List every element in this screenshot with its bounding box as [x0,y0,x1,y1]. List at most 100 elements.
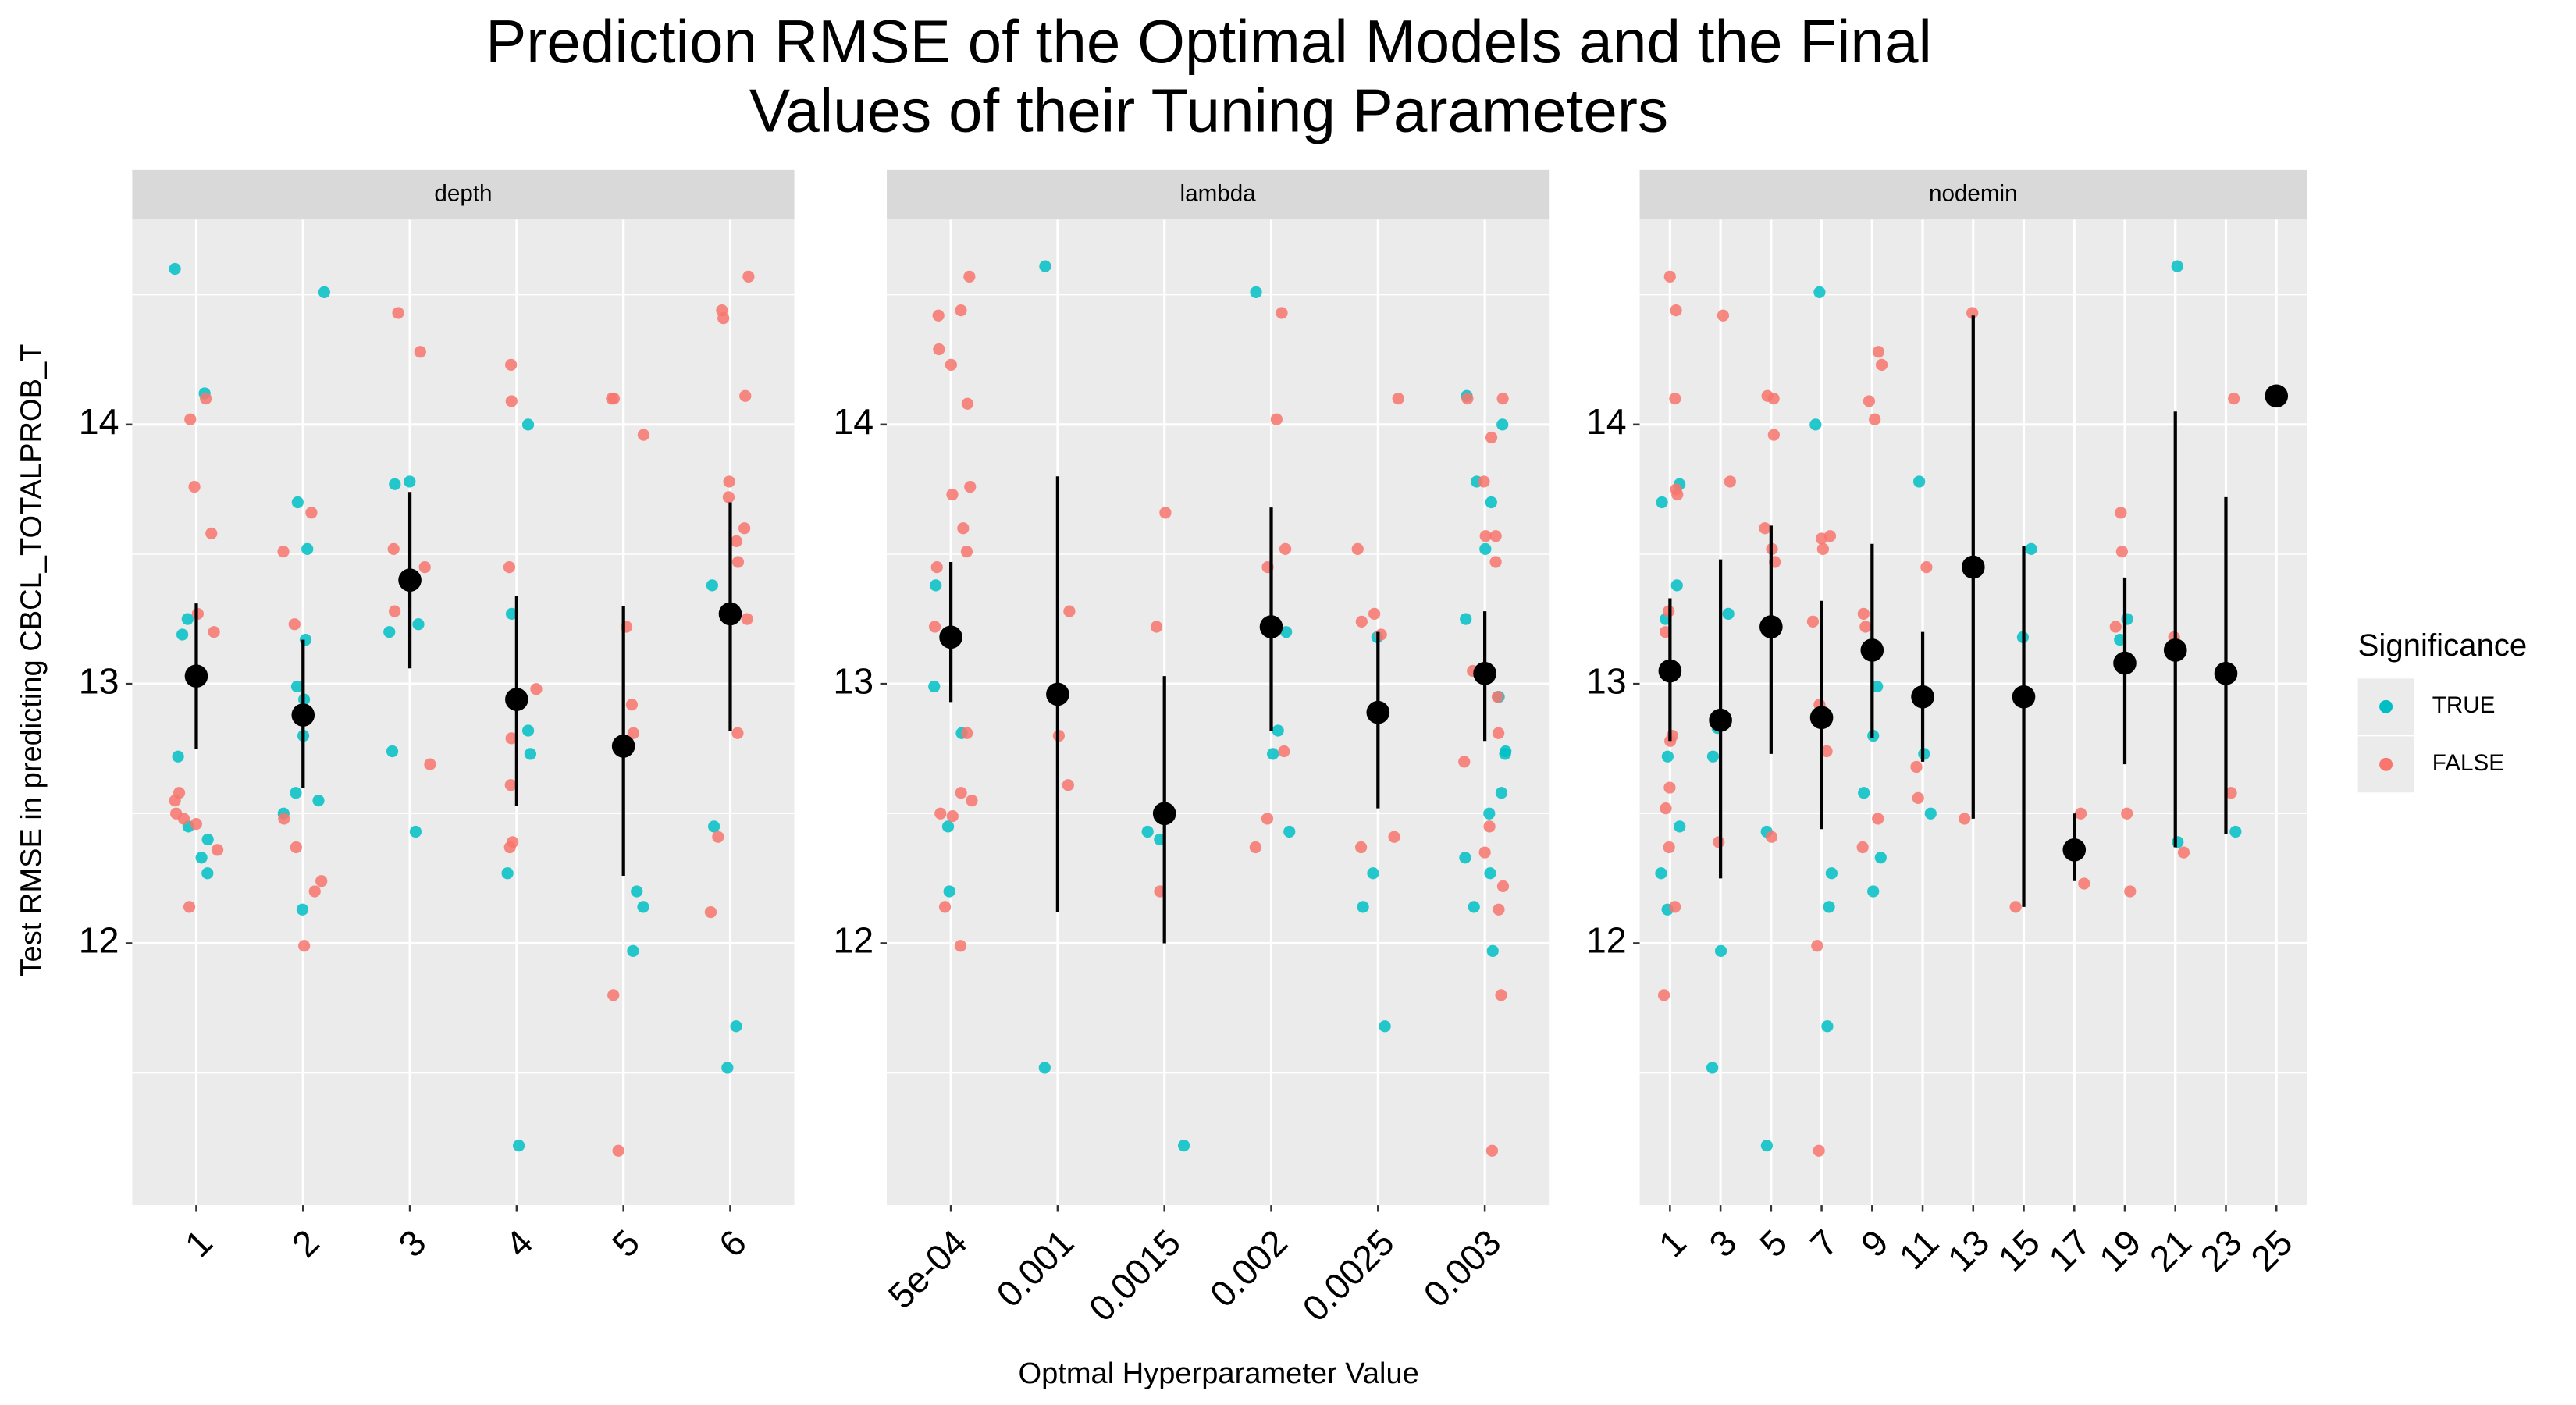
data-point [1367,867,1379,880]
data-point [1706,750,1720,763]
mean-point [184,664,208,688]
data-point [1714,944,1727,958]
data-point [2115,546,2128,558]
data-point [1671,488,1684,501]
data-point [708,820,720,833]
data-point [1270,413,1283,425]
mean-point [1658,659,1682,683]
data-point [1357,901,1369,913]
mean-point [1961,555,1985,579]
data-point [1823,901,1835,913]
strip [1639,169,2307,220]
data-point [1496,392,1509,405]
data-point [1670,579,1683,592]
data-point [717,311,730,325]
data-point [1478,475,1490,488]
data-point [1379,1020,1391,1033]
data-point [1493,727,1505,739]
data-point [2229,825,2242,838]
data-point [1815,532,1828,545]
data-point [738,522,751,535]
data-point [1485,431,1498,444]
data-point [1392,392,1404,405]
data-point [1272,724,1284,737]
legend-label: TRUE [2432,692,2496,718]
data-point [169,795,181,807]
mean-point [939,625,962,649]
data-point [723,475,735,488]
data-point [627,727,640,739]
y-tick-label: 12 [833,920,873,961]
data-point [1825,867,1838,880]
data-point [1039,260,1051,272]
data-point [2114,634,2126,646]
data-point [1368,607,1381,621]
mean-point [1152,802,1176,826]
chart-title: Values of their Tuning Parameters [749,76,1668,145]
data-point [1717,309,1730,322]
panel-background [132,219,795,1206]
data-point [183,901,196,913]
data-point [1759,522,1771,535]
data-point [721,1062,734,1074]
data-point [1663,841,1675,854]
data-point [201,867,214,880]
data-point [1713,836,1725,848]
data-point [954,940,967,952]
data-point [960,546,973,558]
mean-point [718,602,742,626]
data-point [961,397,973,410]
data-point [412,618,425,631]
mean-point [2163,638,2187,662]
data-point [964,480,977,493]
data-point [1159,507,1172,519]
data-point [291,496,304,509]
data-point [1674,820,1686,833]
mean-point [505,688,528,711]
data-point [1141,825,1154,838]
data-point [963,270,976,283]
data-point [1858,787,1870,799]
data-point [503,841,516,854]
data-point [1062,779,1074,791]
data-point [1910,760,1923,774]
y-axis-label: Test RMSE in predicting CBCL_TOTALPROB_T [16,344,48,977]
data-point [1267,748,1279,760]
data-point [1278,745,1290,758]
data-point [277,546,290,558]
data-point [1765,831,1778,843]
data-point [1767,429,1780,441]
data-point [627,944,639,958]
data-point [1495,787,1508,799]
data-point [387,542,400,555]
mean-point [2265,384,2289,408]
data-point [296,903,309,916]
data-point [1724,475,1736,488]
data-point [730,535,742,547]
data-point [1857,607,1870,621]
data-point [1658,989,1670,1001]
data-point [1178,1140,1190,1152]
mean-point [1046,682,1069,706]
data-point [2025,542,2037,555]
data-point [1038,1062,1051,1074]
data-point [501,867,514,880]
data-point [290,841,302,854]
data-point [1670,304,1682,317]
data-point [513,1140,525,1152]
data-point [299,634,312,646]
data-point [932,309,945,322]
data-point [1655,867,1667,880]
data-point [386,745,399,758]
y-tick-label: 14 [1586,401,1627,442]
mean-point [398,568,422,592]
data-point [505,395,518,407]
data-point [731,556,745,568]
data-point [1495,989,1507,1001]
data-point [1863,395,1876,407]
data-point [712,831,724,843]
data-point [1499,748,1511,760]
data-point [521,418,535,431]
panel-background [887,219,1550,1206]
data-point [625,699,639,711]
